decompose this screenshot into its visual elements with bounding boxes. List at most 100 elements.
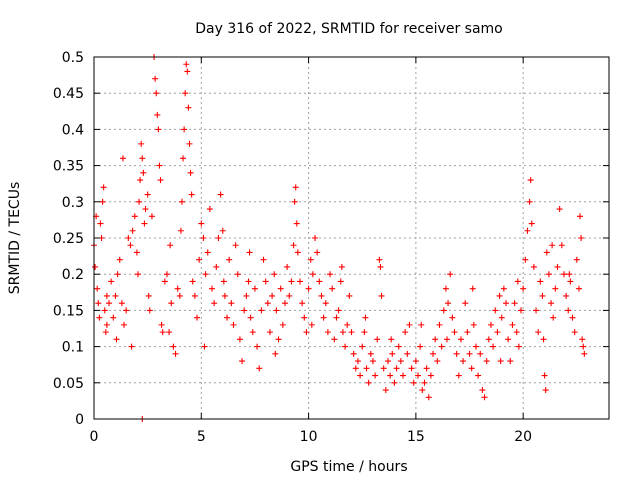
data-point [266,329,273,336]
data-point [194,314,200,321]
data-point [272,350,279,357]
data-point [183,61,190,68]
data-point [503,300,509,307]
data-point [382,387,389,394]
data-point [215,235,222,241]
data-point [438,343,445,350]
data-point [236,336,243,343]
data-point [131,213,138,220]
data-point [189,278,196,285]
data-point [219,227,226,234]
data-point [470,321,477,328]
data-point [239,358,246,365]
data-point [344,321,351,328]
data-point [513,329,520,336]
data-point [102,329,109,336]
data-point [201,343,208,350]
data-point [565,307,572,314]
data-point [567,278,574,285]
data-point [380,365,387,372]
data-point [543,249,550,256]
data-point [415,372,422,379]
y-tick-label: 0.4 [62,122,84,138]
data-point [161,278,168,285]
data-point [369,358,376,365]
data-point [430,350,437,357]
data-point [377,263,384,270]
data-point [466,350,473,357]
data-point [455,372,462,379]
data-point [417,343,424,350]
data-point [497,358,504,365]
y-tick-label: 0.25 [53,231,84,247]
data-point [217,191,224,198]
data-point [142,206,149,213]
data-point [378,292,385,299]
data-point [110,314,117,321]
data-point [209,285,216,292]
data-point [308,321,315,328]
data-point [316,278,323,285]
data-point [156,162,163,169]
data-point [309,271,316,278]
data-point [232,242,239,249]
data-point [533,307,540,314]
data-point [100,184,107,191]
data-point [350,350,357,357]
y-tick-label: 0.3 [62,195,84,211]
data-point [121,321,128,328]
data-point [472,343,479,350]
data-point [293,220,300,227]
data-point [312,235,319,241]
data-point [118,300,125,307]
data-point [134,271,141,278]
data-point [333,314,340,321]
data-point [563,292,570,299]
y-tick-labels: 0 0.05 0.1 0.15 0.2 0.25 0.3 0.35 0.4 0.45 0.5 [53,50,84,428]
data-point [354,358,361,365]
data-point [539,292,546,299]
data-point [387,372,394,379]
data-point [524,227,531,234]
data-point [290,242,297,249]
data-point [116,256,123,263]
data-point [487,321,494,328]
data-point [291,198,298,205]
data-point [178,198,185,205]
data-point [346,292,353,299]
data-point [338,263,345,270]
data-point [527,177,534,184]
x-tick-label: 20 [514,429,532,445]
data-point [515,343,522,350]
data-point [264,300,271,307]
data-point [243,292,250,299]
data-point [406,321,413,328]
data-point [269,292,276,299]
data-point [580,343,587,350]
data-point [436,321,443,328]
data-point [284,263,291,270]
data-point [140,169,147,176]
data-point [395,343,402,350]
data-point [451,329,458,336]
data-point [103,321,110,328]
data-point [468,365,475,372]
data-point [427,372,434,379]
data-point [258,307,265,314]
data-point [185,104,192,111]
y-tick-label: 0.35 [53,159,84,175]
data-point [123,307,130,314]
data-point [363,365,370,372]
data-point [509,321,516,328]
data-point [159,329,166,336]
data-point [442,285,449,292]
x-tick-label: 10 [300,429,318,445]
data-point [440,307,447,314]
data-point [277,285,284,292]
data-point [108,278,115,285]
data-point [391,379,398,386]
data-point [125,235,132,241]
data-point [307,256,314,263]
data-point [241,307,248,314]
data-point [226,256,233,263]
